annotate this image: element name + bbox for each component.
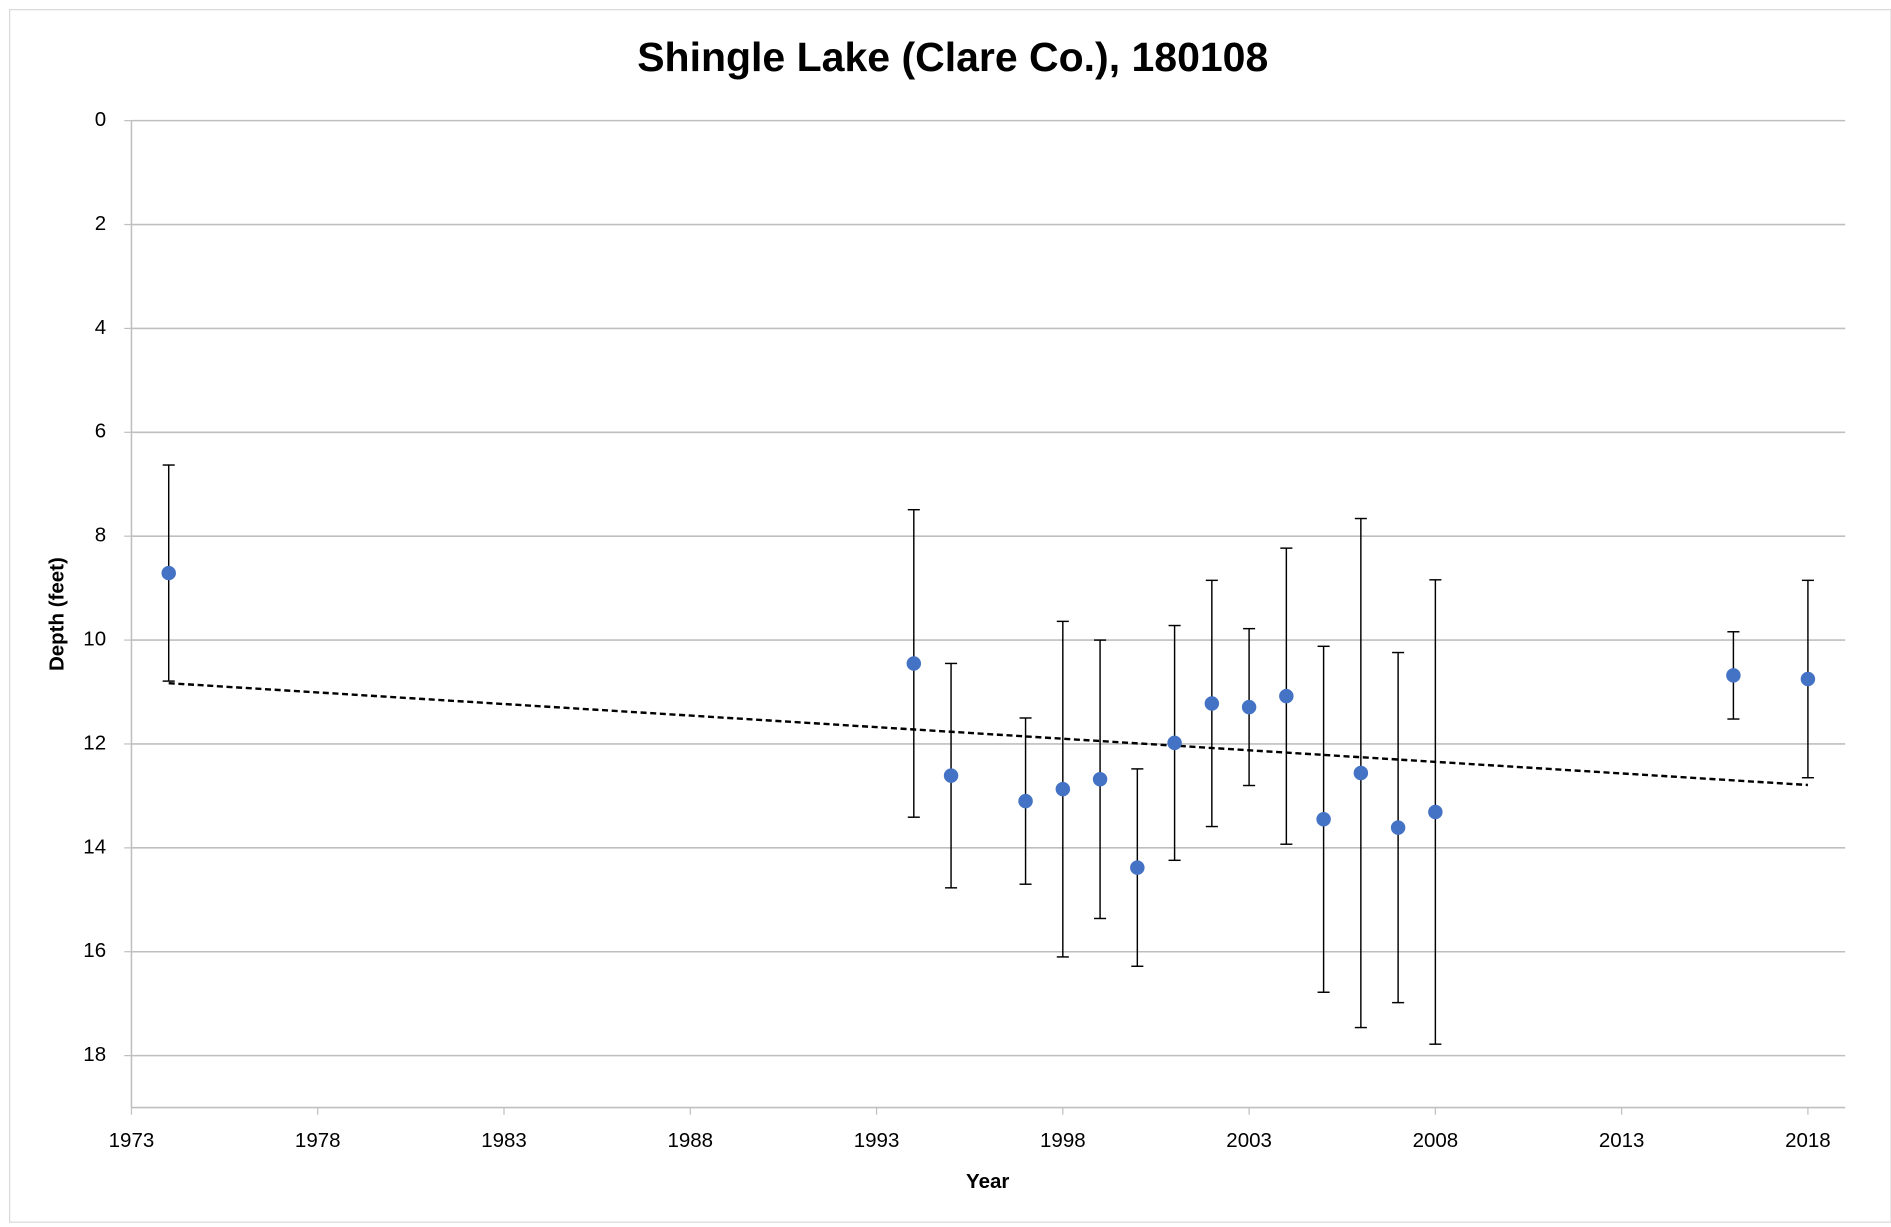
y-tick-label: 2 [95, 212, 106, 235]
y-tick-label: 14 [83, 835, 106, 858]
point [161, 565, 176, 581]
x-tick-label: 2008 [1413, 1129, 1459, 1152]
x-tick-label: 1998 [1040, 1129, 1086, 1152]
x-tick-label: 2003 [1226, 1129, 1272, 1152]
chart-frame [9, 9, 1891, 1223]
y-tick-label: 4 [95, 316, 106, 339]
y-tick-label: 0 [95, 108, 106, 131]
point [906, 656, 922, 671]
x-axis-label: Year [966, 1170, 1009, 1193]
point [1279, 688, 1294, 704]
point [1167, 735, 1182, 751]
x-tick-label: 1978 [295, 1129, 341, 1152]
x-tick-label: 1988 [667, 1129, 713, 1152]
chart-title: Shingle Lake (Clare Co.), 180108 [637, 34, 1268, 80]
trendline [168, 681, 1808, 787]
y-tick-label: 8 [95, 524, 106, 547]
point [1130, 860, 1145, 875]
point [1092, 772, 1108, 787]
point [1316, 812, 1331, 827]
y-tick-label: 16 [83, 939, 106, 962]
point [1428, 804, 1443, 820]
point [1204, 696, 1220, 711]
y-axis-label: Depth (feet) [45, 557, 68, 671]
y-tick-label: 12 [83, 731, 106, 754]
point [1241, 699, 1257, 715]
point [1018, 793, 1033, 809]
x-tick-label: 1983 [481, 1129, 527, 1152]
point [1800, 671, 1816, 687]
y-tick-label: 6 [95, 420, 106, 443]
point [1390, 820, 1406, 835]
x-tick-label: 1993 [854, 1129, 900, 1152]
point [1055, 781, 1071, 797]
x-tick-label: 2018 [1785, 1129, 1831, 1152]
y-tick-label: 18 [83, 1043, 106, 1066]
point [1353, 765, 1369, 781]
x-tick-label: 2013 [1599, 1129, 1645, 1152]
point [1726, 668, 1741, 683]
y-tick-label: 10 [83, 627, 106, 650]
x-tick-label: 1973 [109, 1129, 155, 1152]
point [943, 768, 959, 783]
